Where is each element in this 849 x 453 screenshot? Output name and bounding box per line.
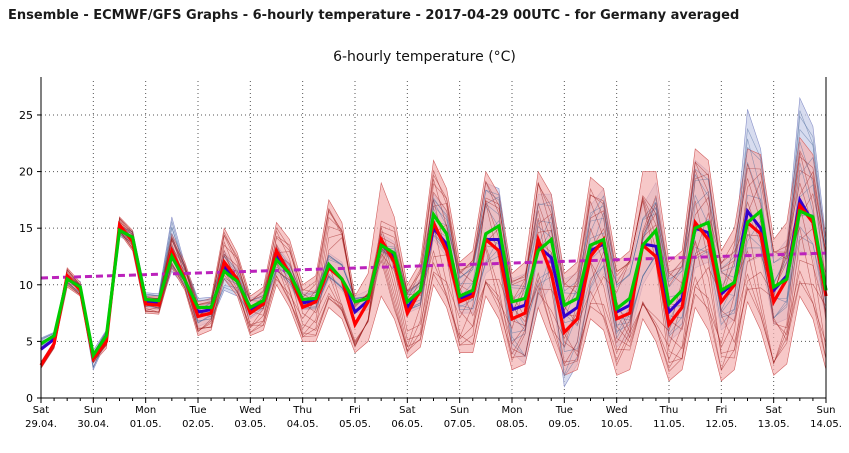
x-tick-label-date: 08.05. [496, 419, 528, 430]
x-tick-labels: Sat 29.04. Sun 30.04. Mon 01.05. Tue 02.05. Wed 0… [25, 405, 842, 430]
x-tick-label-day: Thu [292, 405, 312, 416]
climate-trend-line [40, 251, 827, 280]
x-tick-label-day: Sat [399, 405, 415, 416]
x-tick-label-date: 07.05. [444, 419, 476, 430]
x-tick-label-date: 02.05. [182, 419, 214, 430]
x-tick-label-day: Sat [765, 405, 781, 416]
x-tick-label-day: Mon [135, 405, 156, 416]
gfs-main-line [40, 208, 828, 360]
y-tick-label: 0 [26, 392, 33, 405]
chart-title: 6-hourly temperature (°C) [333, 49, 516, 65]
y-tick-label: 5 [26, 335, 33, 348]
x-tick-label-date: 06.05. [391, 419, 423, 430]
y-tick-label: 10 [19, 279, 33, 292]
x-tick-label-day: Thu [659, 405, 679, 416]
x-tick-label-day: Tue [555, 405, 573, 416]
y-tick-label: 20 [19, 166, 33, 179]
x-tick-label-date: 04.05. [287, 419, 319, 430]
x-tick-label-date: 09.05. [548, 419, 580, 430]
x-tick-label-date: 03.05. [234, 419, 266, 430]
y-tick-label: 25 [19, 109, 33, 122]
main-series [39, 195, 828, 367]
x-tick-label-day: Tue [188, 405, 206, 416]
x-tick-label-date: 14.05. [810, 419, 842, 430]
x-tick-label-day: Wed [239, 405, 261, 416]
ecmwf-member-line [40, 171, 827, 367]
x-tick-label-day: Sat [33, 405, 49, 416]
x-tick-label-day: Sun [84, 405, 103, 416]
y-tick-label: 15 [19, 222, 33, 235]
axes [37, 77, 827, 403]
x-tick-label-day: Fri [349, 405, 361, 416]
y-tick-labels: 0 5 10 15 20 25 [19, 109, 33, 405]
x-tick-label-date: 12.05. [705, 419, 737, 430]
x-tick-label-date: 01.05. [130, 419, 162, 430]
ecmwf-member-line [40, 170, 827, 366]
x-tick-label-day: Sun [450, 405, 469, 416]
x-tick-label-date: 29.04. [25, 419, 57, 430]
x-tick-label-day: Fri [715, 405, 727, 416]
ecmwf-member-line [40, 149, 827, 364]
x-tick-label-date: 11.05. [653, 419, 685, 430]
x-tick-label-day: Wed [606, 405, 628, 416]
x-tick-label-day: Mon [501, 405, 522, 416]
x-tick-label-date: 30.04. [77, 419, 109, 430]
x-tick-label-day: Sun [816, 405, 835, 416]
ecmwf-member-line [40, 178, 827, 368]
x-tick-label-date: 13.05. [758, 419, 790, 430]
x-tick-label-date: 10.05. [601, 419, 633, 430]
page-header: Ensemble - ECMWF/GFS Graphs - 6-hourly t… [8, 8, 740, 23]
x-tick-label-date: 05.05. [339, 419, 371, 430]
